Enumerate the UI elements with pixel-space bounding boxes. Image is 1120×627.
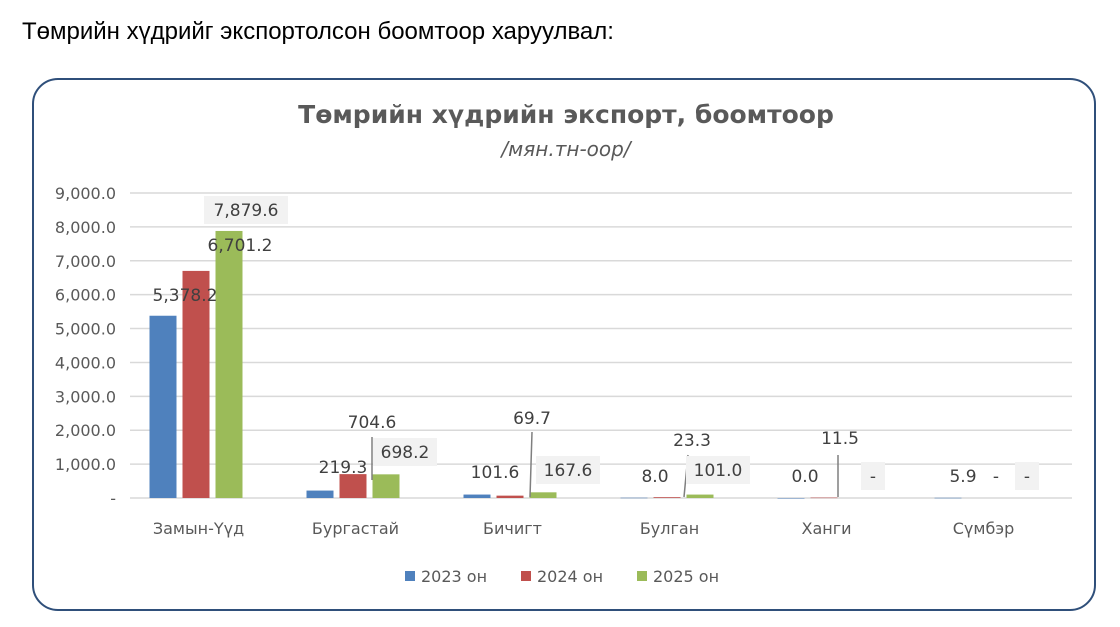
data-label-box — [204, 196, 288, 224]
data-label: 101.0 — [694, 461, 743, 481]
y-tick-label: 8,000.0 — [55, 218, 116, 237]
y-tick-label: 5,000.0 — [55, 320, 116, 339]
data-label: 11.5 — [821, 429, 859, 449]
leader-line — [529, 431, 533, 498]
bar — [372, 474, 400, 498]
data-label: - — [1024, 467, 1030, 487]
y-tick-label: 3,000.0 — [55, 387, 116, 406]
data-label-box — [1015, 462, 1039, 490]
y-tick-label: 7,000.0 — [55, 252, 116, 271]
data-label: - — [993, 467, 999, 487]
x-tick-label: Ханги — [801, 519, 851, 538]
bar — [653, 497, 681, 498]
chart-frame — [32, 78, 1096, 611]
data-label: 23.3 — [673, 431, 711, 451]
bar — [306, 490, 334, 498]
bar — [463, 494, 491, 498]
page-heading: Төмрийн хүдрийг экспортолсон боомтоор ха… — [22, 18, 614, 45]
y-tick-label: 6,000.0 — [55, 286, 116, 305]
data-label: 101.6 — [471, 463, 520, 483]
data-label-box — [686, 456, 750, 484]
data-label-box — [536, 456, 600, 484]
x-tick-label: Булган — [640, 519, 699, 538]
y-tick-label: - — [110, 489, 116, 508]
bar — [149, 315, 177, 498]
data-label: 69.7 — [513, 409, 551, 429]
legend-swatch — [637, 571, 647, 581]
data-label: 8.0 — [641, 467, 668, 487]
y-tick-label: 2,000.0 — [55, 421, 116, 440]
bar — [182, 270, 210, 498]
data-label: - — [870, 467, 876, 487]
data-label: 5,378.2 — [153, 286, 218, 306]
data-label: 5.9 — [949, 467, 976, 487]
data-label-box — [373, 438, 437, 466]
data-label: 219.3 — [319, 458, 368, 478]
y-tick-label: 4,000.0 — [55, 353, 116, 372]
chart-title: Төмрийн хүдрийн экспорт, боомтоор — [298, 100, 834, 129]
chart-subtitle: /мян.тн-оор/ — [499, 137, 632, 161]
y-tick-label: 1,000.0 — [55, 455, 116, 474]
y-tick-label: 9,000.0 — [55, 184, 116, 203]
legend-label: 2024 он — [537, 567, 603, 586]
legend-label: 2023 он — [421, 567, 487, 586]
x-tick-label: Бургастай — [312, 519, 399, 538]
bar — [777, 498, 805, 499]
legend-swatch — [521, 571, 531, 581]
data-label: 704.6 — [348, 413, 397, 433]
bar — [529, 492, 557, 498]
bar — [810, 497, 838, 499]
data-label: 0.0 — [791, 467, 818, 487]
x-tick-label: Сүмбэр — [953, 519, 1015, 538]
bar — [215, 230, 243, 498]
legend-label: 2025 он — [653, 567, 719, 586]
x-tick-label: Бичигт — [483, 519, 542, 538]
data-label: 698.2 — [381, 443, 430, 463]
bar — [620, 497, 648, 499]
data-label: 7,879.6 — [214, 201, 279, 221]
bar — [496, 495, 524, 498]
data-label: 167.6 — [544, 461, 593, 481]
bar — [934, 497, 962, 499]
bar — [686, 494, 714, 498]
legend-swatch — [405, 571, 415, 581]
bar — [339, 474, 367, 498]
x-tick-label: Замын-Үүд — [153, 519, 244, 538]
data-label: 6,701.2 — [208, 236, 273, 256]
data-label-box — [861, 462, 885, 490]
